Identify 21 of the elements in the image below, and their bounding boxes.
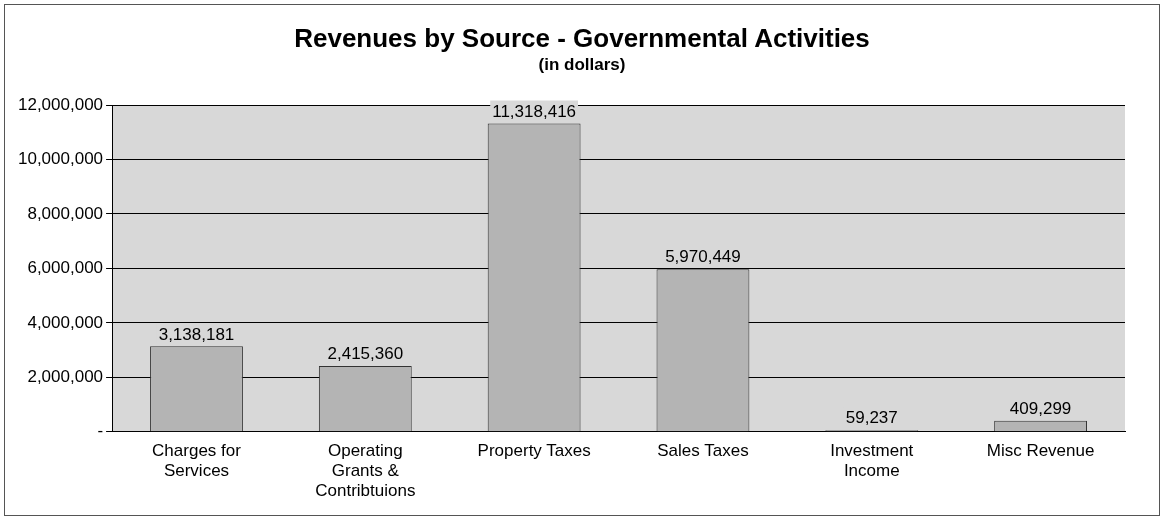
x-tick-label: Misc Revenue — [986, 440, 1095, 460]
data-label: 11,318,416 — [492, 101, 577, 121]
y-tick-label: 8,000,000 — [27, 203, 104, 223]
data-label: 3,138,181 — [158, 324, 235, 344]
x-tick-label: Operating Grants & Contribtuions — [315, 440, 416, 501]
data-label: 59,237 — [845, 408, 898, 428]
x-tick-label: Investment Income — [830, 440, 914, 481]
y-tick-label: 4,000,000 — [27, 312, 104, 332]
data-label: 2,415,360 — [327, 344, 404, 364]
x-tick-label: Charges for Services — [152, 440, 242, 481]
chart-subtitle: (in dollars) — [537, 55, 627, 75]
y-tick-label: 2,000,000 — [27, 367, 104, 387]
x-tick-label: Sales Taxes — [657, 440, 749, 460]
y-tick-label: 12,000,000 — [17, 94, 104, 114]
x-tick-label: Property Taxes — [477, 440, 591, 460]
chart-title: Revenues by Source - Governmental Activities — [293, 23, 871, 54]
data-label: 5,970,449 — [665, 247, 741, 267]
data-label: 409,299 — [1009, 398, 1072, 418]
y-tick-label: 10,000,000 — [17, 149, 104, 169]
y-tick-label: - — [97, 421, 104, 441]
y-tick-label: 6,000,000 — [27, 258, 104, 278]
